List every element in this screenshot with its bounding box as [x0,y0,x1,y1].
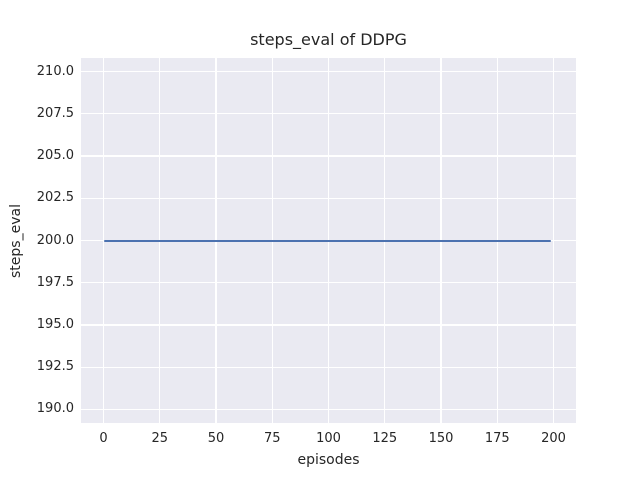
series-line-ddpg [103,239,552,242]
y-tick-label: 205.0 [36,148,74,163]
x-tick-label: 25 [151,431,169,446]
gridline-horizontal [81,324,576,326]
x-axis-label: episodes [297,452,360,468]
gridline-horizontal [81,197,576,199]
y-tick-label: 202.5 [36,190,74,206]
x-tick-label: 50 [207,431,225,446]
x-tick-label: 200 [541,431,566,446]
y-tick-label: 207.5 [36,105,74,121]
x-tick-label: 100 [316,431,341,446]
x-tick-label: 0 [99,431,108,446]
gridline-horizontal [81,70,576,73]
x-tick-label: 75 [263,431,281,446]
y-tick-label: 210.0 [36,63,74,79]
chart-title: steps_eval of DDPG [250,30,407,49]
gridline-horizontal [81,155,576,157]
y-tick-label: 197.5 [36,274,74,290]
x-tick-label: 175 [484,431,510,446]
x-tick-label: 150 [428,431,454,446]
x-tick-label: 125 [372,431,398,446]
y-tick-label: 195.0 [36,316,74,332]
y-tick-label: 200.0 [36,232,74,248]
gridline-horizontal [81,366,576,368]
y-tick-label: 192.5 [36,359,74,375]
gridline-horizontal [81,282,576,284]
plot-area [81,58,576,423]
y-tick-label: 190.0 [36,401,74,417]
gridline-horizontal [81,113,576,115]
gridline-horizontal [81,408,576,411]
